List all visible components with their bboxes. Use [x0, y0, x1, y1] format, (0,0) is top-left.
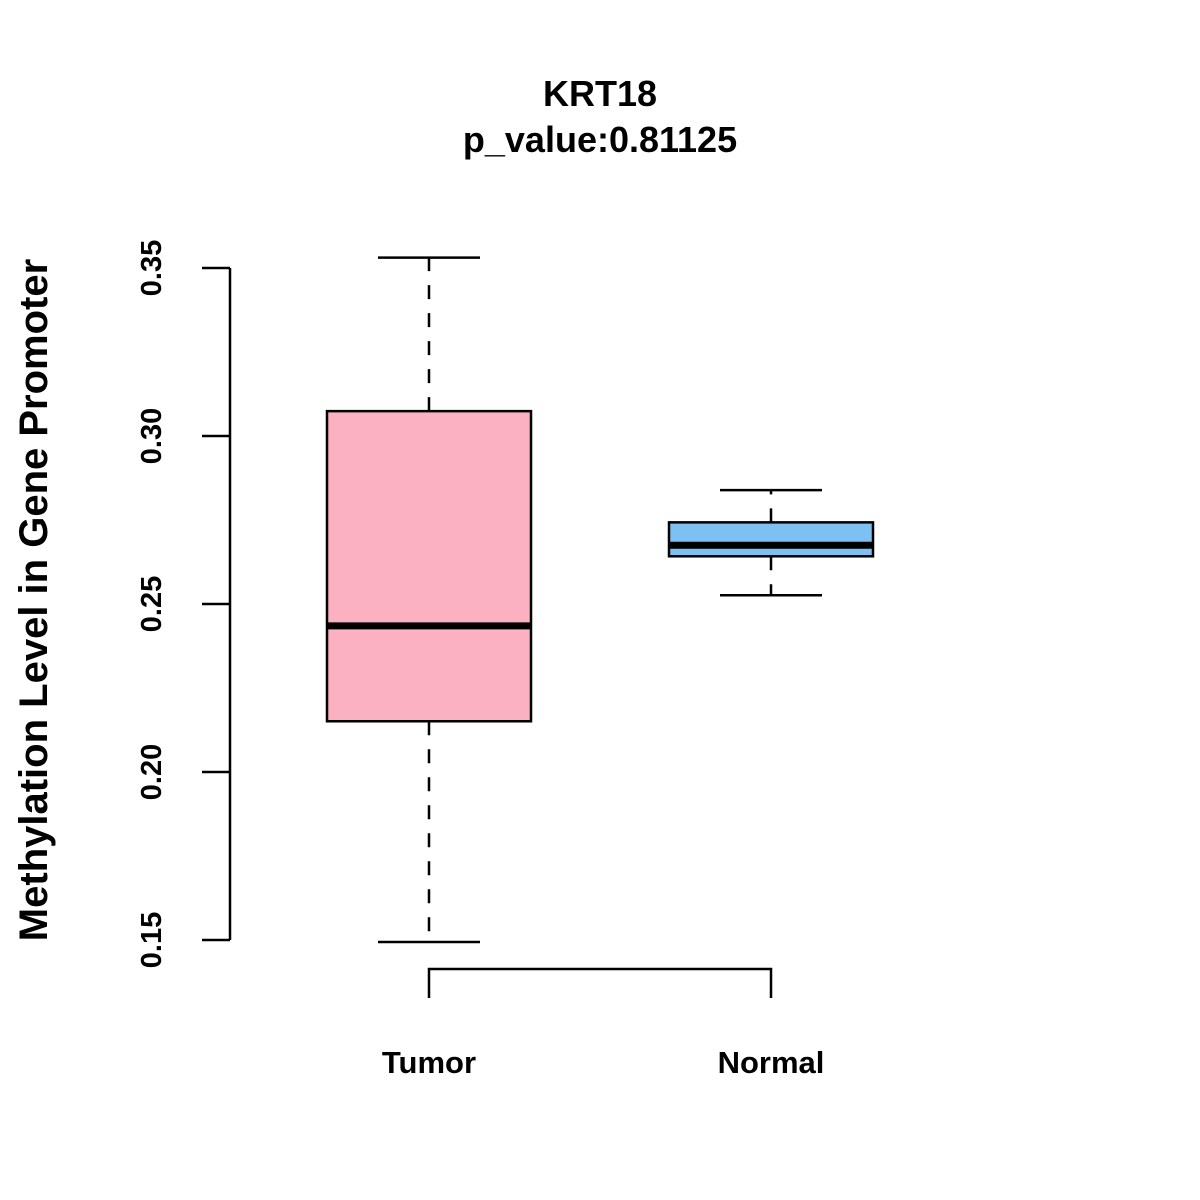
y-tick-label: 0.30	[136, 408, 168, 464]
bracket-line	[427, 967, 773, 998]
y-axis: 0.15 0.20 0.25 0.30 0.35	[136, 240, 232, 968]
chart-title: KRT18	[543, 73, 657, 114]
y-tick-label: 0.15	[136, 912, 168, 968]
chart-subtitle: p_value:0.81125	[463, 119, 737, 160]
box-body	[667, 521, 875, 558]
box-tumor	[325, 256, 533, 944]
y-axis-label: Methylation Level in Gene Promoter	[12, 259, 56, 941]
x-category-label: Normal	[718, 1045, 825, 1080]
x-axis-labels: Tumor Normal	[382, 1045, 824, 1080]
box-body	[325, 409, 533, 723]
y-tick-label: 0.25	[136, 576, 168, 632]
x-category-label: Tumor	[382, 1045, 476, 1080]
y-tick-label: 0.20	[136, 744, 168, 800]
box-group	[325, 256, 875, 944]
comparison-bracket	[427, 967, 773, 998]
y-tick-label: 0.35	[136, 240, 168, 296]
box-normal	[667, 488, 875, 597]
